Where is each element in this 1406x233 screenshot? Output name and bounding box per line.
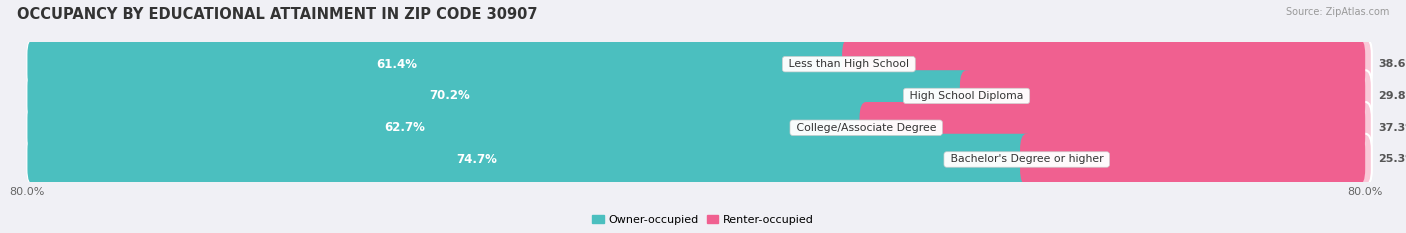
Text: 25.3%: 25.3% [1378,154,1406,164]
FancyBboxPatch shape [28,102,873,154]
Text: High School Diploma: High School Diploma [905,91,1026,101]
FancyBboxPatch shape [28,102,1365,154]
FancyBboxPatch shape [28,134,1033,185]
FancyBboxPatch shape [1019,134,1365,185]
Text: Less than High School: Less than High School [785,59,912,69]
FancyBboxPatch shape [960,70,1372,122]
FancyBboxPatch shape [1019,134,1372,185]
FancyBboxPatch shape [28,70,1365,122]
FancyBboxPatch shape [842,38,1372,90]
Text: OCCUPANCY BY EDUCATIONAL ATTAINMENT IN ZIP CODE 30907: OCCUPANCY BY EDUCATIONAL ATTAINMENT IN Z… [17,7,537,22]
Text: 74.7%: 74.7% [457,153,498,166]
Text: 38.6%: 38.6% [1378,59,1406,69]
FancyBboxPatch shape [960,70,1365,122]
FancyBboxPatch shape [859,102,1372,154]
FancyBboxPatch shape [28,70,973,122]
FancyBboxPatch shape [28,134,1365,185]
Text: Source: ZipAtlas.com: Source: ZipAtlas.com [1285,7,1389,17]
FancyBboxPatch shape [28,38,1365,90]
FancyBboxPatch shape [842,38,1365,90]
FancyBboxPatch shape [859,102,1365,154]
Text: 29.8%: 29.8% [1378,91,1406,101]
FancyBboxPatch shape [28,144,1365,175]
Text: College/Associate Degree: College/Associate Degree [793,123,939,133]
Text: Bachelor's Degree or higher: Bachelor's Degree or higher [946,154,1107,164]
Text: 37.3%: 37.3% [1378,123,1406,133]
FancyBboxPatch shape [28,80,1365,112]
Text: 62.7%: 62.7% [384,121,426,134]
FancyBboxPatch shape [28,48,1365,80]
Text: 61.4%: 61.4% [377,58,418,71]
FancyBboxPatch shape [28,112,1365,144]
FancyBboxPatch shape [28,38,855,90]
Text: 70.2%: 70.2% [430,89,471,103]
Legend: Owner-occupied, Renter-occupied: Owner-occupied, Renter-occupied [588,210,818,229]
